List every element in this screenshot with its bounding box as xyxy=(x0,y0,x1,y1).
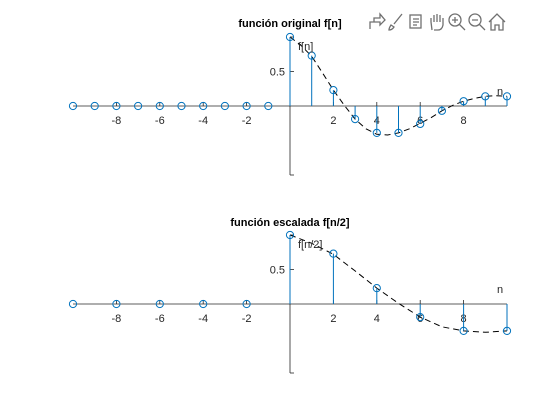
stem-marker xyxy=(416,313,425,322)
x-tick-label: 2 xyxy=(330,115,336,127)
stem-marker xyxy=(242,299,251,309)
stem-marker xyxy=(90,101,99,111)
stem-marker xyxy=(68,299,78,309)
stem-marker xyxy=(242,101,251,111)
stem-marker xyxy=(112,299,121,309)
stem-marker xyxy=(459,326,468,336)
stem-marker xyxy=(459,97,468,106)
stem-marker xyxy=(329,249,338,258)
stem-marker xyxy=(329,86,338,95)
pan-icon[interactable] xyxy=(430,14,444,31)
x-tick-label: -4 xyxy=(198,115,208,127)
stem-marker xyxy=(199,299,208,309)
x-tick-label: -8 xyxy=(112,115,122,127)
x-tick-label: -8 xyxy=(112,313,122,325)
x-tick-label: -2 xyxy=(242,313,252,325)
stem-marker xyxy=(394,128,403,138)
stem-marker xyxy=(372,284,381,293)
stem-marker xyxy=(285,230,295,240)
x-axis-label: n xyxy=(497,284,503,296)
chart-title: función escalada f[n/2] xyxy=(230,217,350,229)
data-tips-icon[interactable] xyxy=(409,14,422,29)
x-tick-label: -4 xyxy=(198,313,208,325)
stem-marker xyxy=(155,299,164,309)
y-tick-label: 0.5 xyxy=(270,265,285,277)
stem-marker xyxy=(502,326,512,336)
zoom-out-icon[interactable] xyxy=(468,13,486,31)
stem-marker xyxy=(437,106,446,115)
x-tick-label: 4 xyxy=(374,313,380,325)
home-icon[interactable] xyxy=(488,13,506,31)
x-tick-label: -2 xyxy=(242,115,252,127)
chart-title: función original f[n] xyxy=(238,18,342,30)
y-axis-label: f[n/2] xyxy=(298,239,322,251)
x-tick-label: -6 xyxy=(155,115,165,127)
export-icon[interactable] xyxy=(369,12,386,29)
continuous-curve xyxy=(289,234,508,333)
axes-toolbar xyxy=(369,12,506,31)
x-tick-label: 2 xyxy=(330,313,336,325)
stem-marker xyxy=(134,101,143,111)
x-tick-label: -6 xyxy=(155,313,165,325)
brush-icon[interactable] xyxy=(388,13,403,31)
y-axis-label: f[n] xyxy=(298,41,313,53)
x-tick-label: 8 xyxy=(461,115,467,127)
stem-marker xyxy=(264,101,273,111)
x-axis-label: n xyxy=(497,86,503,98)
stem-marker xyxy=(285,32,295,42)
stem-marker xyxy=(155,101,164,111)
stem-marker xyxy=(416,119,425,129)
stem-marker xyxy=(199,101,208,111)
stem-marker xyxy=(481,92,490,101)
stem-marker xyxy=(68,101,78,111)
stem-marker xyxy=(220,101,229,111)
stem-marker xyxy=(502,92,512,101)
x-tick-label: 6 xyxy=(417,313,423,325)
stem-marker xyxy=(112,101,121,111)
stem-marker xyxy=(177,101,186,111)
zoom-in-icon[interactable] xyxy=(448,13,466,31)
y-tick-label: 0.5 xyxy=(270,67,285,79)
stem-marker xyxy=(307,51,316,60)
stem-marker xyxy=(351,115,360,124)
stem-marker xyxy=(372,128,381,138)
